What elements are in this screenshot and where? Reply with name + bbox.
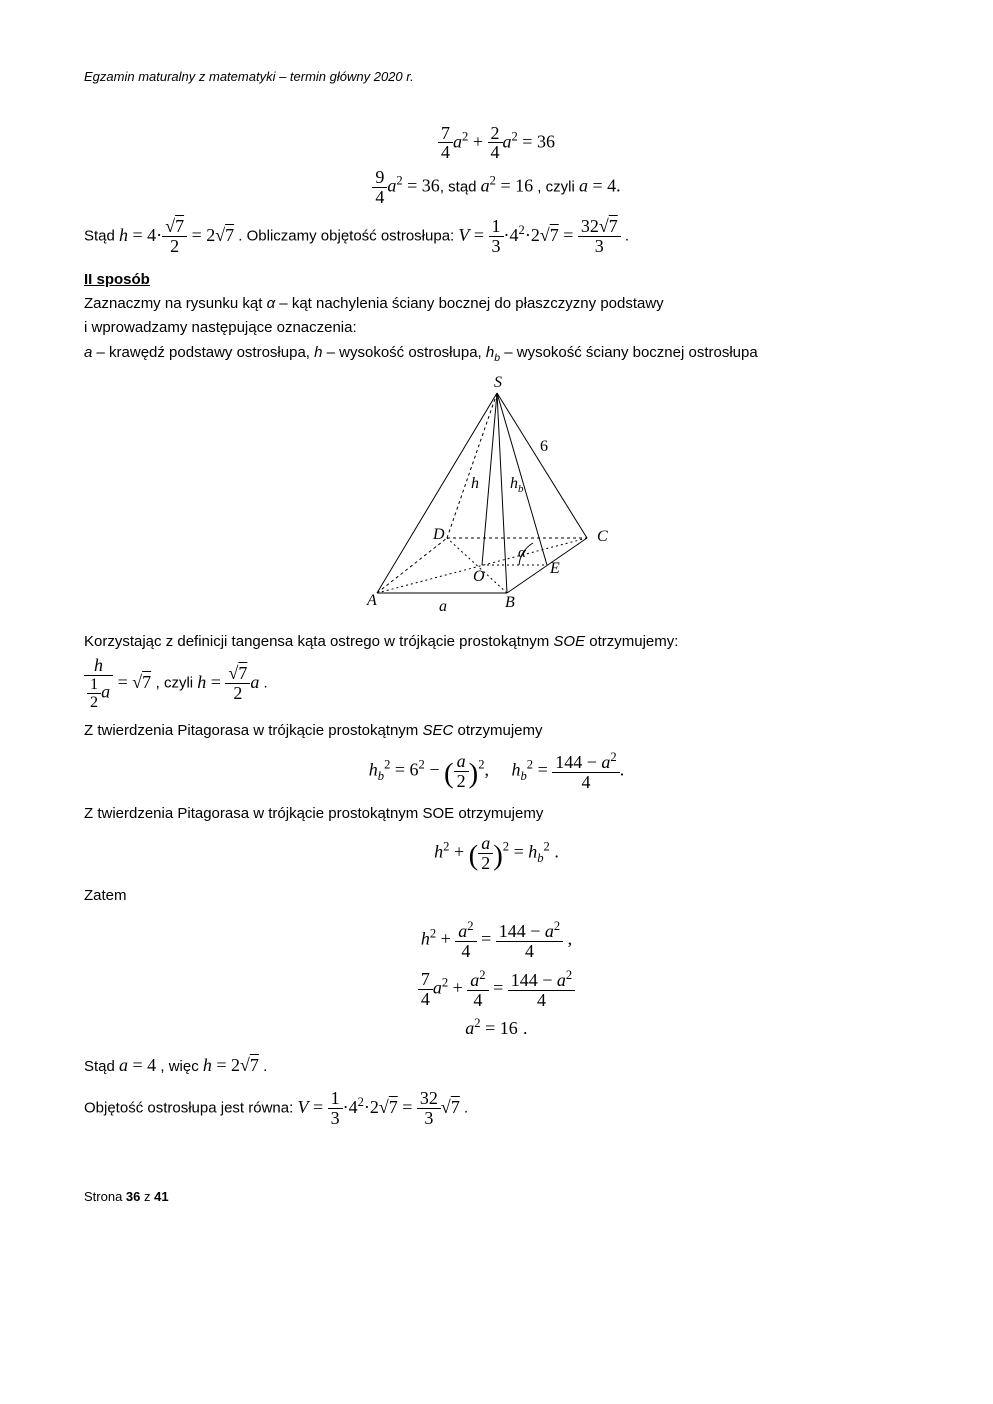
intro-line-1: Zaznaczmy na rysunku kąt α – kąt nachyle… bbox=[84, 294, 909, 314]
eq-z3: a2 = 16 . bbox=[84, 1015, 909, 1040]
heading-sposob-2: II sposób bbox=[84, 270, 909, 290]
svg-text:A: A bbox=[366, 592, 377, 609]
eq-z2: 74a2 + a24 = 144 − a24 bbox=[84, 969, 909, 1010]
line-h-volume: Stąd h = 4·√72 = 2√7 . Obliczamy objętoś… bbox=[84, 217, 909, 256]
eq-h2: h2 + (a2)2 = hb2 . bbox=[84, 834, 909, 876]
p-stad-a4: Stąd a = 4 , więc h = 2√7 . bbox=[84, 1053, 909, 1077]
intro-line-2: i wprowadzamy następujące oznaczenia: bbox=[84, 318, 909, 338]
page-header: Egzamin maturalny z matematyki – termin … bbox=[84, 68, 909, 86]
svg-text:O: O bbox=[473, 568, 485, 585]
eq-2: 94a2 = 36, stąd a2 = 16 , czyli a = 4. bbox=[84, 168, 909, 207]
pyramid-figure: S A B C D E O a h hb 6 α bbox=[84, 373, 909, 618]
eq-hb2: hb2 = 62 − (a2)2, hb2 = 144 − a24. bbox=[84, 751, 909, 794]
p-pitagoras-soe: Z twierdzenia Pitagorasa w trójkącie pro… bbox=[84, 804, 909, 824]
intro-line-3: a – krawędź podstawy ostrosłupa, h – wys… bbox=[84, 343, 909, 365]
svg-text:E: E bbox=[549, 560, 560, 577]
svg-text:D: D bbox=[432, 526, 445, 543]
p-obj: Objętość ostrosłupa jest równa: V = 13·4… bbox=[84, 1089, 909, 1128]
p-tangens: Korzystając z definicji tangensa kąta os… bbox=[84, 632, 909, 652]
svg-text:α: α bbox=[518, 545, 527, 561]
eq-tan: h12a = √7 , czyli h = √72a . bbox=[84, 656, 909, 711]
svg-text:a: a bbox=[439, 598, 447, 615]
svg-text:B: B bbox=[505, 594, 515, 611]
eq-z1: h2 + a24 = 144 − a24 , bbox=[84, 920, 909, 961]
page-footer: Strona 36 z 41 bbox=[84, 1188, 909, 1206]
p-pitagoras-sec: Z twierdzenia Pitagorasa w trójkącie pro… bbox=[84, 721, 909, 741]
svg-text:S: S bbox=[494, 374, 502, 391]
svg-text:h: h bbox=[471, 475, 479, 492]
svg-text:C: C bbox=[597, 528, 608, 545]
eq-1: 74a2 + 24a2 = 36 bbox=[84, 124, 909, 163]
svg-text:6: 6 bbox=[540, 438, 548, 455]
zatem: Zatem bbox=[84, 886, 909, 906]
